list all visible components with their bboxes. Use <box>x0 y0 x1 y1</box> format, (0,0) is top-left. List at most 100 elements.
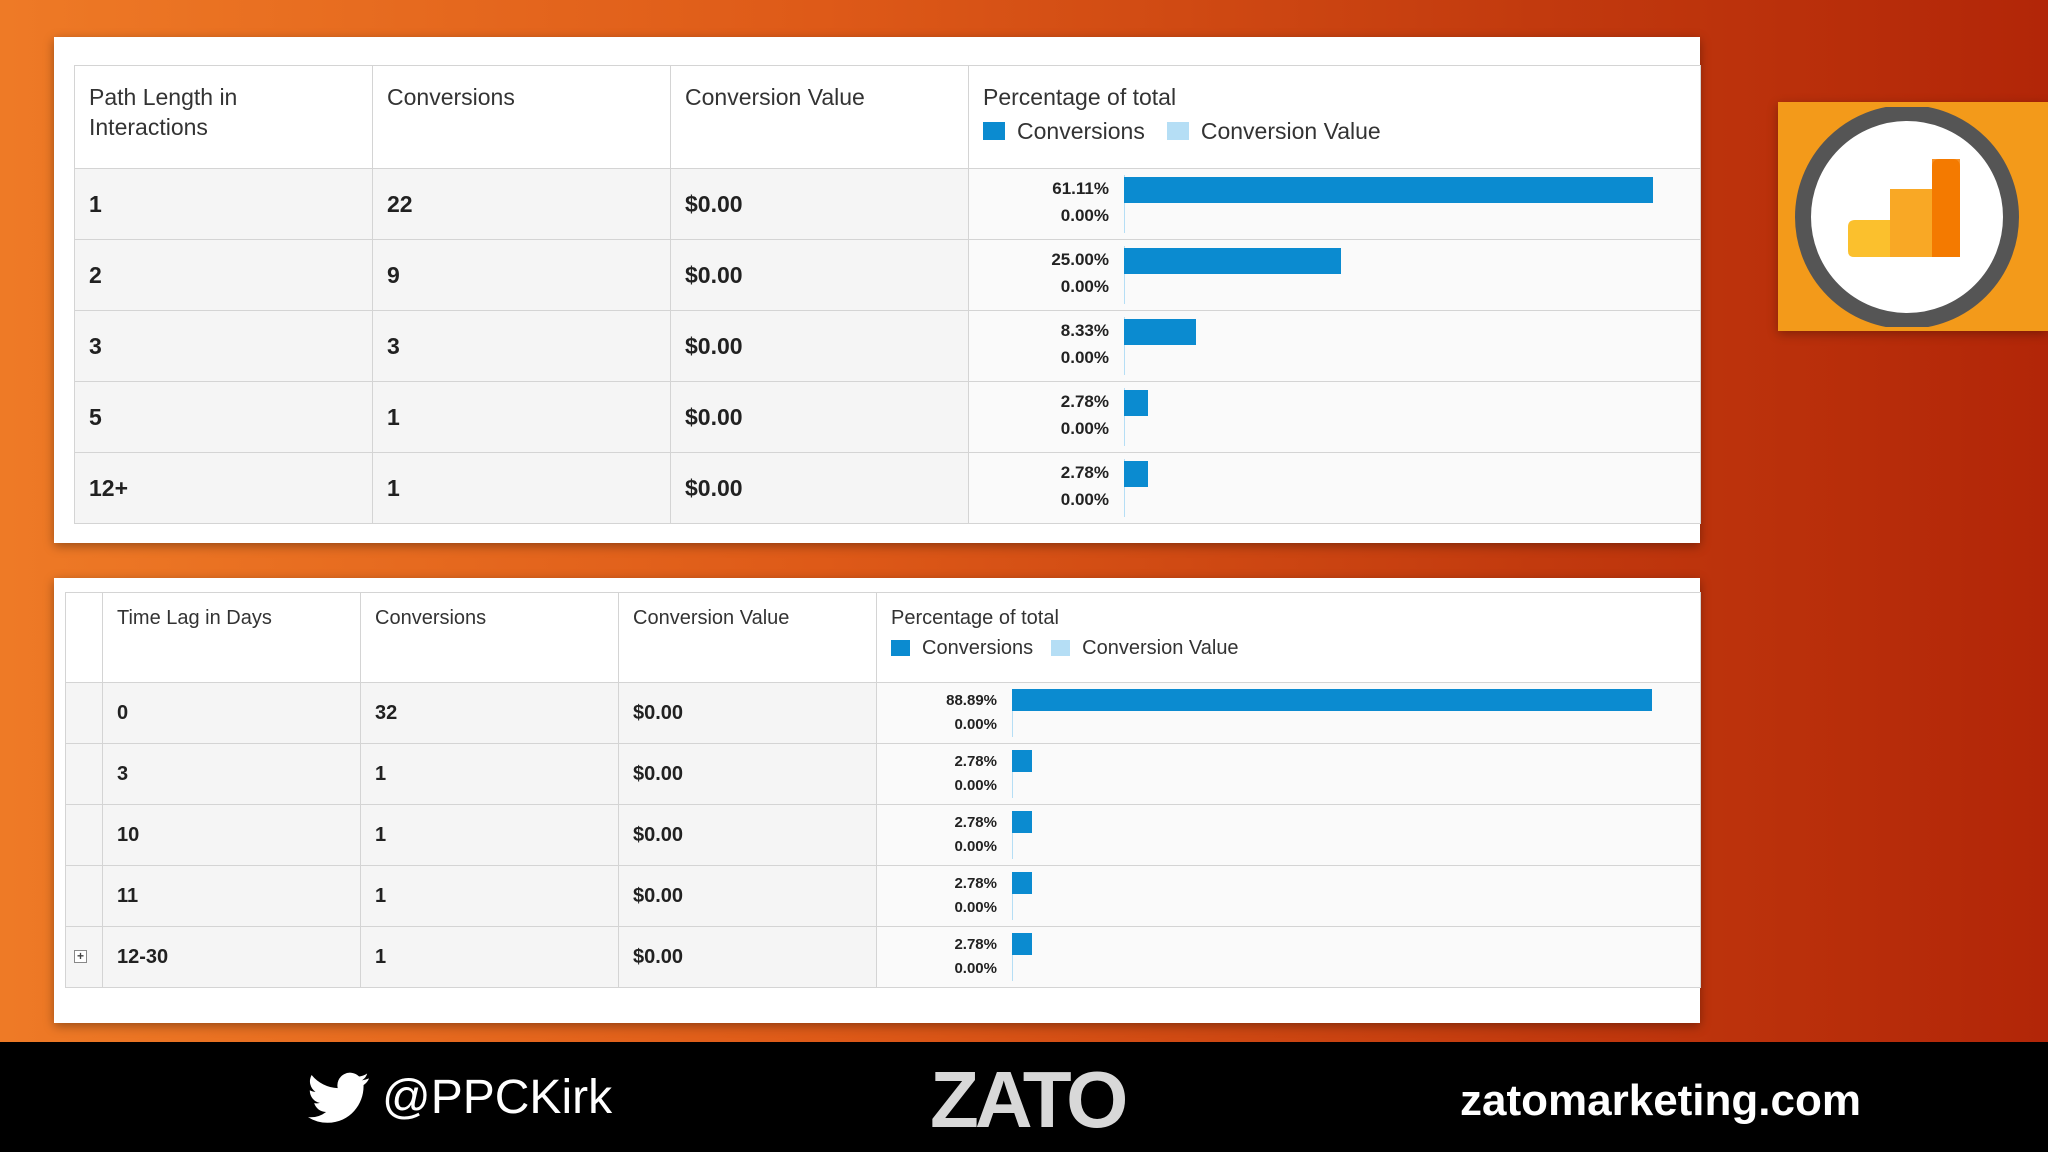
twitter-handle[interactable]: @PPCKirk <box>308 1070 612 1125</box>
legend-label-value: Conversion Value <box>1200 118 1381 144</box>
conversions-bar <box>1124 390 1148 416</box>
pct-conversions-label: 25.00% <box>1051 250 1109 269</box>
legend-swatch-value <box>1166 122 1189 140</box>
expand-cell <box>65 804 103 866</box>
row-label: 3 <box>102 743 361 805</box>
row-label: 12+ <box>74 452 373 524</box>
expand-cell: + <box>65 926 103 988</box>
conversions-bar <box>1012 689 1652 711</box>
table-row[interactable]: 3 1 $0.00 2.78% 0.00% <box>65 743 1701 805</box>
column-header-conversion-value[interactable]: Conversion Value <box>670 65 969 169</box>
table-row[interactable]: 11 1 $0.00 2.78% 0.00% <box>65 865 1701 927</box>
pct-value-label: 0.00% <box>1060 490 1109 509</box>
footer-bar: @PPCKirk ZATO zatomarketing.com <box>0 1042 2048 1152</box>
percentage-labels: 2.78% 0.00% <box>970 388 1109 442</box>
column-header-conversion-value[interactable]: Conversion Value <box>618 592 877 683</box>
percentage-cell: 2.78% 0.00% <box>968 452 1701 524</box>
expand-column-header <box>65 592 103 683</box>
percentage-labels: 25.00% 0.00% <box>970 246 1109 300</box>
percentage-header-label: Percentage of total <box>891 607 1059 629</box>
conversions-cell: 1 <box>360 743 619 805</box>
twitter-bird-icon <box>308 1072 369 1123</box>
pct-conversions-label: 2.78% <box>1060 463 1109 482</box>
conversions-bar <box>1012 872 1032 894</box>
percentage-labels: 61.11% 0.00% <box>970 175 1109 229</box>
table-row[interactable]: 10 1 $0.00 2.78% 0.00% <box>65 804 1701 866</box>
percentage-labels: 2.78% 0.00% <box>878 872 997 920</box>
conversions-bar <box>1124 248 1341 274</box>
table-row[interactable]: 12+ 1 $0.00 2.78% 0.00% <box>74 452 1701 524</box>
pct-conversions-label: 2.78% <box>954 936 997 953</box>
twitter-handle-text: @PPCKirk <box>382 1071 613 1124</box>
column-header-percentage: Percentage of total Conversions Conversi… <box>968 65 1701 169</box>
percentage-labels: 2.78% 0.00% <box>878 811 997 859</box>
column-header-path-length[interactable]: Path Length in Interactions <box>74 65 373 169</box>
column-header-conversions[interactable]: Conversions <box>360 592 619 683</box>
legend-swatch-conversions <box>891 640 910 656</box>
percentage-cell: 2.78% 0.00% <box>876 804 1701 866</box>
pct-value-label: 0.00% <box>1060 348 1109 367</box>
percentage-cell: 88.89% 0.00% <box>876 682 1701 744</box>
legend-swatch-conversions <box>983 122 1005 140</box>
conversions-cell: 1 <box>372 381 671 453</box>
pct-value-label: 0.00% <box>954 838 997 855</box>
row-label: 5 <box>74 381 373 453</box>
value-bar <box>1124 175 1125 233</box>
table-row[interactable]: 3 3 $0.00 8.33% 0.00% <box>74 310 1701 382</box>
path-length-body: 1 22 $0.00 61.11% 0.00% 2 9 $0.00 25.00% 0.00% 3 3 $… <box>74 168 1701 524</box>
pct-conversions-label: 88.89% <box>946 692 997 709</box>
conversions-bar <box>1012 750 1032 772</box>
percentage-cell: 2.78% 0.00% <box>876 865 1701 927</box>
conversions-bar <box>1012 811 1032 833</box>
table-row[interactable]: 0 32 $0.00 88.89% 0.00% <box>65 682 1701 744</box>
column-header-conversions[interactable]: Conversions <box>372 65 671 169</box>
conversions-cell: 1 <box>360 865 619 927</box>
conversion-value-cell: $0.00 <box>670 452 969 524</box>
percentage-cell: 2.78% 0.00% <box>968 381 1701 453</box>
column-header-time-lag[interactable]: Time Lag in Days <box>102 592 361 683</box>
pct-conversions-label: 61.11% <box>1052 179 1109 198</box>
conversions-cell: 1 <box>360 926 619 988</box>
website-link[interactable]: zatomarketing.com <box>1460 1076 1861 1125</box>
percentage-labels: 2.78% 0.00% <box>970 459 1109 513</box>
table-row[interactable]: 5 1 $0.00 2.78% 0.00% <box>74 381 1701 453</box>
conversions-cell: 1 <box>372 452 671 524</box>
conversions-cell: 1 <box>360 804 619 866</box>
value-bar <box>1124 246 1125 304</box>
conversions-cell: 3 <box>372 310 671 382</box>
google-analytics-icon <box>1795 107 2019 327</box>
google-analytics-logo <box>1778 102 2048 331</box>
time-lag-panel: Time Lag in Days Conversions Conversion … <box>54 578 1701 1023</box>
conversions-bar <box>1124 461 1148 487</box>
conversion-value-cell: $0.00 <box>618 804 877 866</box>
path-length-panel: Path Length in Interactions Conversions … <box>54 37 1701 543</box>
percentage-cell: 61.11% 0.00% <box>968 168 1701 240</box>
expand-cell <box>65 682 103 744</box>
pct-conversions-label: 2.78% <box>1060 392 1109 411</box>
conversion-value-cell: $0.00 <box>618 926 877 988</box>
percentage-cell: 2.78% 0.00% <box>876 926 1701 988</box>
percentage-cell: 2.78% 0.00% <box>876 743 1701 805</box>
conversions-cell: 9 <box>372 239 671 311</box>
legend-label-conversions: Conversions <box>922 637 1034 659</box>
pct-value-label: 0.00% <box>1060 206 1109 225</box>
table-row[interactable]: +12-30 1 $0.00 2.78% 0.00% <box>65 926 1701 988</box>
legend-swatch-value <box>1051 640 1071 656</box>
pct-conversions-label: 2.78% <box>954 875 997 892</box>
value-bar <box>1012 872 1013 920</box>
table-row[interactable]: 2 9 $0.00 25.00% 0.00% <box>74 239 1701 311</box>
percentage-labels: 8.33% 0.00% <box>970 317 1109 371</box>
value-bar <box>1124 317 1125 375</box>
percentage-cell: 25.00% 0.00% <box>968 239 1701 311</box>
pct-conversions-label: 2.78% <box>954 814 997 831</box>
value-bar <box>1012 933 1013 981</box>
column-header-percentage: Percentage of total Conversions Conversi… <box>876 592 1701 683</box>
conversions-bar <box>1124 177 1653 203</box>
plus-box-icon[interactable]: + <box>74 950 87 963</box>
chart-legend: Conversions Conversion Value <box>983 116 1686 146</box>
conversion-value-cell: $0.00 <box>618 865 877 927</box>
row-label: 11 <box>102 865 361 927</box>
conversion-value-cell: $0.00 <box>618 682 877 744</box>
table-row[interactable]: 1 22 $0.00 61.11% 0.00% <box>74 168 1701 240</box>
conversion-value-cell: $0.00 <box>670 239 969 311</box>
